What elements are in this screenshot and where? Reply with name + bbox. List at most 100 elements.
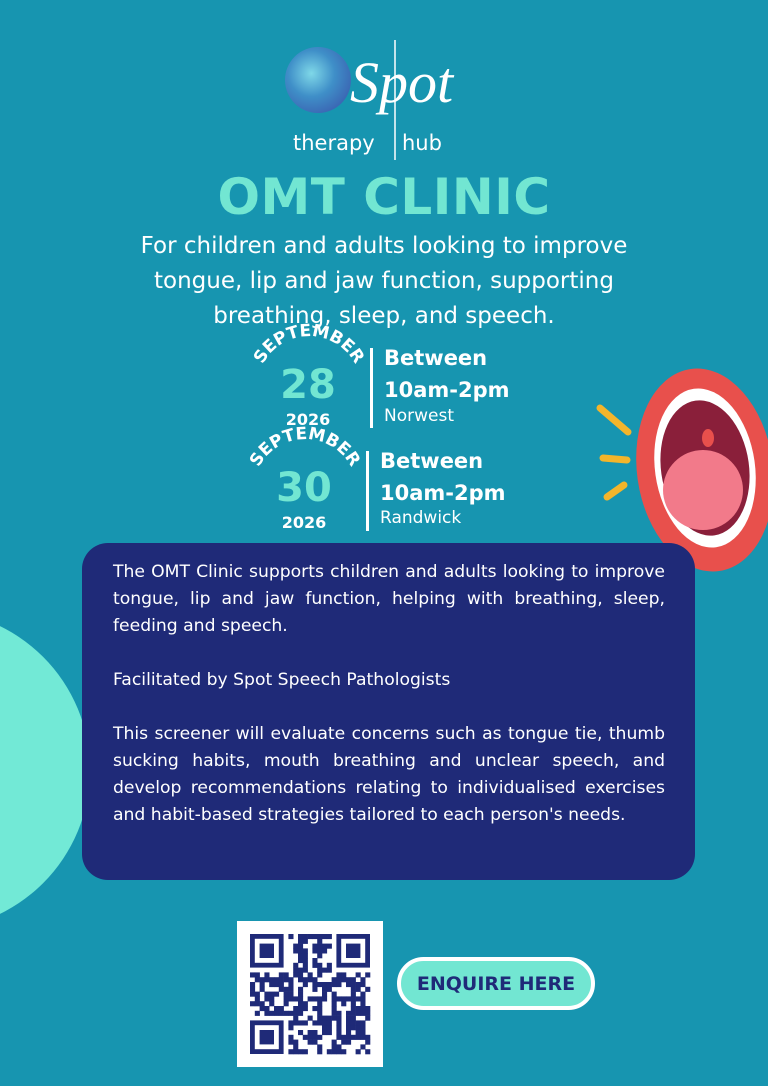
qr-cell: [288, 982, 294, 988]
qr-cell: [326, 1025, 332, 1031]
qr-cell: [322, 1025, 328, 1031]
qr-cell: [365, 1049, 371, 1055]
qr-cell: [307, 1030, 313, 1036]
qr-cell: [278, 972, 284, 978]
qr-cell: [317, 1020, 323, 1026]
qr-cell: [278, 982, 284, 988]
qr-cell: [269, 996, 275, 1002]
qr-cell: [346, 1034, 352, 1040]
qr-cell: [322, 986, 328, 992]
qr-cell: [312, 986, 318, 992]
event-time: 10am-2pm: [384, 378, 510, 402]
qr-cell: [283, 991, 289, 997]
qr-cell: [288, 986, 294, 992]
qr-cell: [326, 1015, 332, 1021]
qr-pattern: [250, 934, 371, 1055]
qr-cell: [307, 1034, 313, 1040]
qr-cell: [346, 977, 352, 983]
qr-cell: [317, 938, 323, 944]
qr-cell: [326, 943, 332, 949]
qr-cell: [346, 1010, 352, 1016]
qr-cell: [298, 986, 304, 992]
qr-cell: [293, 996, 299, 1002]
qr-cell: [317, 943, 323, 949]
qr-cell: [298, 977, 304, 983]
qr-cell: [355, 1025, 361, 1031]
qr-cell: [336, 1025, 342, 1031]
qr-cell: [365, 972, 371, 978]
qr-cell: [264, 977, 270, 983]
qr-cell: [254, 1001, 260, 1007]
event-day: 28: [280, 362, 336, 408]
qr-cell: [293, 972, 299, 978]
qr-cell: [336, 1020, 342, 1026]
qr-cell: [365, 1034, 371, 1040]
qr-cell: [355, 1049, 361, 1055]
qr-cell: [293, 962, 299, 968]
qr-cell: [278, 1010, 284, 1016]
qr-cell: [317, 1001, 323, 1007]
qr-cell: [317, 953, 323, 959]
qr-cell: [360, 991, 366, 997]
qr-cell: [274, 982, 280, 988]
qr-cell: [336, 1044, 342, 1050]
qr-cell: [360, 982, 366, 988]
qr-cell: [298, 938, 304, 944]
qr-cell: [288, 991, 294, 997]
qr-cell: [288, 1039, 294, 1045]
qr-cell: [326, 982, 332, 988]
subtitle-line: breathing, sleep, and speech.: [213, 303, 555, 329]
qr-cell: [302, 1006, 308, 1012]
qr-cell: [326, 1020, 332, 1026]
qr-cell: [336, 972, 342, 978]
qr-cell: [336, 977, 342, 983]
qr-cell: [346, 1020, 352, 1026]
title: OMT CLINIC: [217, 168, 551, 226]
qr-cell: [298, 1049, 304, 1055]
qr-cell: [288, 1049, 294, 1055]
decor-circle: [0, 626, 90, 914]
qr-cell: [326, 934, 332, 940]
qr-cell: [336, 1049, 342, 1055]
qr-cell: [302, 953, 308, 959]
qr-cell: [355, 1006, 361, 1012]
qr-cell: [365, 1039, 371, 1045]
qr-cell: [250, 986, 256, 992]
qr-cell: [298, 1010, 304, 1016]
qr-cell: [322, 934, 328, 940]
divider: [366, 451, 369, 531]
qr-cell: [326, 967, 332, 973]
qr-cell: [346, 996, 352, 1002]
qr-cell: [317, 934, 323, 940]
qr-cell: [331, 977, 337, 983]
qr-cell: [331, 1044, 337, 1050]
qr-cell: [283, 996, 289, 1002]
qr-cell: [283, 1010, 289, 1016]
qr-cell: [264, 1010, 270, 1016]
qr-cell: [259, 986, 265, 992]
qr-cell: [288, 996, 294, 1002]
qr-cell: [298, 1001, 304, 1007]
qr-cell: [350, 982, 356, 988]
qr-cell: [278, 986, 284, 992]
qr-cell: [322, 996, 328, 1002]
qr-cell: [259, 1030, 274, 1045]
qr-cell: [336, 1015, 342, 1021]
qr-cell: [298, 991, 304, 997]
qr-cell: [302, 1020, 308, 1026]
qr-cell: [293, 1020, 299, 1026]
qr-cell: [269, 1010, 275, 1016]
qr-cell: [341, 1034, 347, 1040]
divider: [370, 348, 373, 428]
qr-cell: [317, 1015, 323, 1021]
qr-cell: [355, 1020, 361, 1026]
event-year: 2026: [285, 410, 331, 429]
qr-cell: [360, 1025, 366, 1031]
qr-cell: [259, 977, 265, 983]
qr-cell: [302, 934, 308, 940]
qr-cell: [259, 982, 265, 988]
event-time: 10am-2pm: [380, 481, 506, 505]
enquire-button[interactable]: ENQUIRE HERE: [397, 957, 595, 1010]
qr-cell: [326, 1030, 332, 1036]
qr-cell: [269, 977, 275, 983]
